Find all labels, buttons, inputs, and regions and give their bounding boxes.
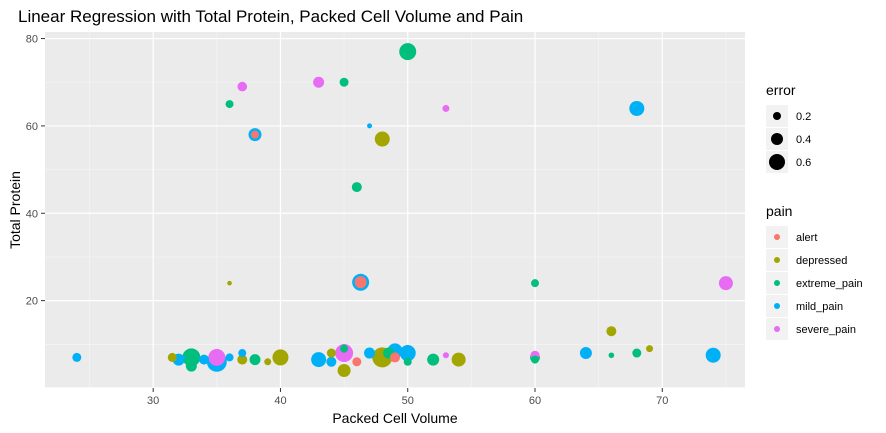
data-point xyxy=(374,131,390,147)
color-legend-symbol xyxy=(774,303,780,309)
grid-lines xyxy=(45,32,745,389)
data-point xyxy=(367,123,373,129)
data-point xyxy=(339,77,349,87)
data-point xyxy=(199,354,210,365)
data-point xyxy=(340,344,349,353)
data-points xyxy=(72,43,733,378)
x-tick-label: 40 xyxy=(274,395,286,407)
size-legend-symbol xyxy=(773,112,781,120)
color-legend-symbol xyxy=(774,257,780,263)
color-legend-label: mild_pain xyxy=(796,301,843,313)
data-point xyxy=(718,276,733,291)
plot-panel xyxy=(45,32,745,388)
color-legend-label: severe_pain xyxy=(796,324,856,336)
data-point xyxy=(442,104,450,112)
color-legend-symbol xyxy=(774,280,780,286)
data-point xyxy=(313,76,325,88)
color-legend-symbol xyxy=(774,234,780,240)
data-point xyxy=(606,326,617,337)
data-point xyxy=(251,130,259,139)
data-point xyxy=(335,344,354,363)
y-axis-ticks: 20 40 60 80 xyxy=(26,34,45,308)
data-point xyxy=(451,352,466,367)
y-tick-label: 40 xyxy=(26,208,38,220)
data-point xyxy=(442,352,449,359)
data-point xyxy=(208,348,226,366)
data-point xyxy=(182,348,201,367)
x-tick-label: 30 xyxy=(147,395,159,407)
size-legend-label: 0.2 xyxy=(796,111,811,123)
y-axis-title: Total Protein xyxy=(7,171,23,249)
data-point xyxy=(352,357,362,367)
color-legend-label: alert xyxy=(796,232,817,244)
y-tick-label: 60 xyxy=(26,121,38,133)
x-axis-ticks: 30 40 50 60 70 xyxy=(147,388,668,407)
x-axis-title: Packed Cell Volume xyxy=(332,410,458,426)
data-point xyxy=(608,352,615,359)
x-tick-label: 60 xyxy=(529,395,541,407)
data-point xyxy=(249,354,261,366)
data-point xyxy=(227,280,232,286)
data-point xyxy=(264,358,272,366)
color-legend-label: depressed xyxy=(796,255,847,267)
data-point xyxy=(225,100,234,109)
color-legend-label: extreme_pain xyxy=(796,278,863,290)
color-legend: pain alert depressed extreme_pain mild_pain… xyxy=(766,203,863,340)
data-point xyxy=(403,357,412,366)
data-point xyxy=(364,347,376,359)
data-point xyxy=(225,353,234,362)
data-point xyxy=(390,352,400,363)
data-point xyxy=(185,360,197,372)
size-legend-symbol xyxy=(769,154,785,170)
data-point xyxy=(311,352,327,368)
chart-title: Linear Regression with Total Protein, Pa… xyxy=(18,7,523,26)
data-point xyxy=(646,345,654,353)
data-point xyxy=(237,354,248,365)
data-point xyxy=(326,356,337,367)
data-point xyxy=(238,349,247,358)
size-legend-label: 0.4 xyxy=(796,134,811,146)
data-point xyxy=(399,43,417,61)
color-legend-symbol xyxy=(774,326,780,332)
size-legend: error 0.2 0.4 0.6 xyxy=(766,82,811,173)
data-point xyxy=(272,349,289,366)
data-point xyxy=(629,100,645,116)
data-point xyxy=(705,347,721,363)
data-point xyxy=(354,276,367,289)
data-point xyxy=(399,345,416,362)
size-legend-label: 0.6 xyxy=(796,157,811,169)
size-legend-title: error xyxy=(766,82,796,98)
data-point xyxy=(531,279,539,288)
data-point xyxy=(326,348,336,358)
data-point xyxy=(337,364,351,378)
data-point xyxy=(72,352,82,362)
y-tick-label: 20 xyxy=(26,296,38,308)
data-point xyxy=(579,347,592,360)
data-point xyxy=(632,348,642,358)
data-point xyxy=(167,352,177,362)
data-point xyxy=(237,81,248,92)
size-legend-symbol xyxy=(771,133,783,145)
y-tick-label: 80 xyxy=(26,34,38,46)
data-point xyxy=(531,355,539,364)
data-point xyxy=(351,182,362,193)
x-tick-label: 50 xyxy=(402,395,414,407)
color-legend-title: pain xyxy=(766,203,792,219)
x-tick-label: 70 xyxy=(656,395,668,407)
data-point xyxy=(427,353,440,366)
